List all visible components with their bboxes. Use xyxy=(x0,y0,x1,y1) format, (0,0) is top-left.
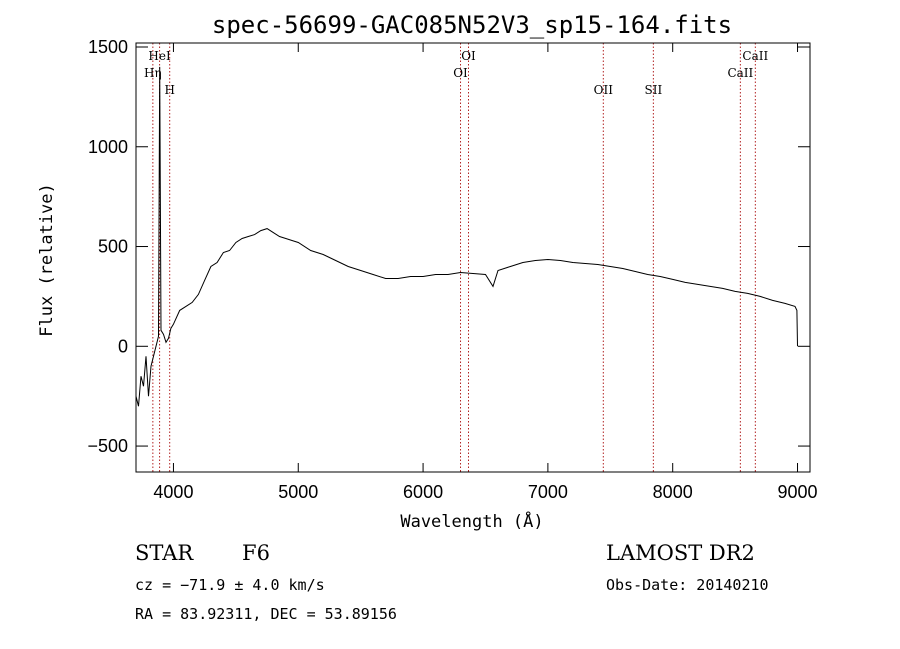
x-tick-label: 7000 xyxy=(528,482,568,502)
object-subclass: F6 xyxy=(242,541,270,565)
object-type: STAR xyxy=(135,541,194,565)
spectral-line-label: HeI xyxy=(148,49,171,63)
observation-date: Obs-Date: 20140210 xyxy=(606,576,769,594)
spectral-line-label: OII xyxy=(594,83,614,97)
plot-frame xyxy=(135,42,811,473)
y-tick-label: −500 xyxy=(87,436,128,456)
spectral-line-label: OI xyxy=(461,49,476,63)
axes: 4000 5000 6000 7000 8000 9000 −500 0 500 1000 1500 xyxy=(87,37,817,502)
coordinates: RA = 83.92311, DEC = 53.89156 xyxy=(135,605,397,623)
spectral-line-label: SII xyxy=(645,83,663,97)
survey-name: LAMOST DR2 xyxy=(606,541,755,565)
x-tick-label: 5000 xyxy=(278,482,318,502)
y-tick-label: 1000 xyxy=(88,137,128,157)
x-tick-label: 8000 xyxy=(653,482,693,502)
spectral-line-markers: Hη HeI H OI OI OII SII CaII CaII xyxy=(144,43,768,472)
spectral-line-label: Hη xyxy=(144,66,162,80)
x-tick-label: 4000 xyxy=(153,482,193,502)
spectral-line-label: OI xyxy=(453,66,468,80)
y-tick-label: 0 xyxy=(118,336,128,356)
spectral-line-label: CaII xyxy=(742,49,768,63)
spectral-line-label: H xyxy=(164,83,174,97)
x-tick-label: 6000 xyxy=(403,482,443,502)
spectrum-series xyxy=(135,66,798,407)
chart-title: spec-56699-GAC085N52V3_sp15-164.fits xyxy=(212,11,732,39)
y-tick-label: 500 xyxy=(98,237,128,257)
spectral-line-label: CaII xyxy=(727,66,753,80)
spectrum-line-0 xyxy=(135,66,798,407)
x-tick-label: 9000 xyxy=(777,482,817,502)
x-axis-label: Wavelength (Å) xyxy=(400,510,543,532)
redshift-velocity: cz = −71.9 ± 4.0 km/s xyxy=(135,576,325,594)
y-axis-label: Flux (relative) xyxy=(37,183,57,337)
y-tick-label: 1500 xyxy=(88,37,128,57)
